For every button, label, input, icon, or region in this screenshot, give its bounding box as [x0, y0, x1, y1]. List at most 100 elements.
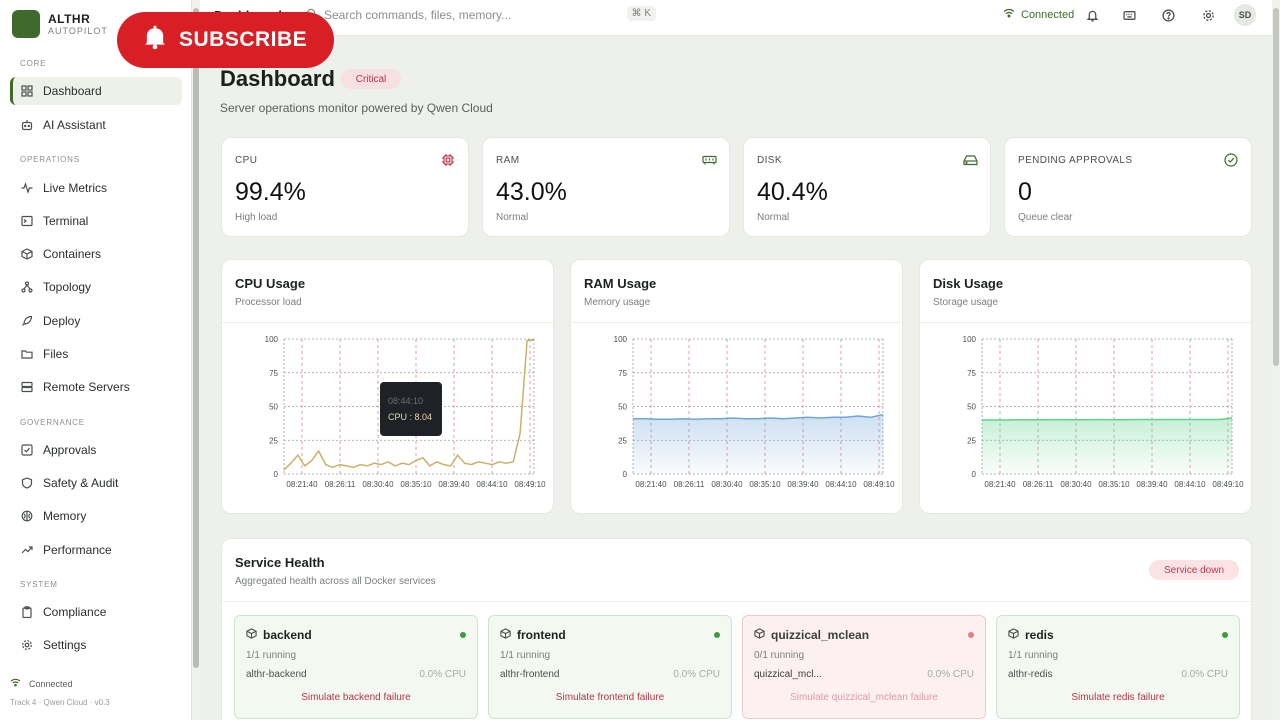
sidebar-item-dashboard[interactable]: Dashboard — [10, 77, 182, 105]
brand[interactable]: ALTHR AUTOPILOT — [12, 10, 108, 38]
simulate-failure-button[interactable]: Simulate backend failure — [301, 692, 411, 703]
bell-icon[interactable] — [1084, 7, 1100, 23]
connection-indicator: Connected — [1003, 8, 1074, 21]
settings-icon[interactable] — [1200, 7, 1216, 23]
main-scrollbar[interactable] — [1273, 8, 1279, 366]
terminal-icon — [20, 215, 33, 228]
clipboard-icon — [20, 606, 33, 619]
memory-icon — [701, 152, 717, 168]
sidebar-item-topology[interactable]: Topology — [10, 273, 182, 301]
service-cpu: 0.0% CPU — [927, 669, 974, 680]
service-name-row: frontend — [500, 628, 566, 642]
y-tick-label: 0 — [623, 470, 628, 479]
sidebar-item-label: Memory — [43, 509, 87, 523]
chart-subtitle: Memory usage — [584, 297, 651, 308]
service-card-backend[interactable]: backend 1/1 running althr-backend 0.0% C… — [234, 615, 478, 719]
sidebar-item-files[interactable]: Files — [10, 340, 182, 368]
sidebar-item-memory[interactable]: Memory — [10, 502, 182, 530]
x-tick-label: 08:35:10 — [1098, 480, 1130, 489]
sidebar-item-approvals[interactable]: Approvals — [10, 436, 182, 464]
cpu-icon — [440, 152, 456, 168]
connection-label: Connected — [1021, 8, 1075, 21]
sidebar-item-label: Approvals — [43, 443, 97, 457]
x-tick-label: 08:35:10 — [749, 480, 781, 489]
sidebar-item-ai-assistant[interactable]: AI Assistant — [10, 111, 182, 139]
section-subtitle: Aggregated health across all Docker serv… — [235, 576, 436, 587]
brain-icon — [20, 510, 33, 523]
search-input[interactable]: Search commands, files, memory... ⌘ K — [300, 3, 662, 27]
container-icon — [246, 628, 257, 642]
service-card-redis[interactable]: redis 1/1 running althr-redis 0.0% CPU S… — [996, 615, 1240, 719]
rocket-icon — [20, 315, 33, 328]
sidebar-item-safety-audit[interactable]: Safety & Audit — [10, 469, 182, 497]
stat-label: PENDING APPROVALS — [1018, 155, 1133, 166]
y-tick-label: 50 — [967, 403, 976, 412]
y-tick-label: 50 — [269, 403, 278, 412]
sidebar-item-settings[interactable]: Settings — [10, 631, 182, 659]
sidebar-item-containers[interactable]: Containers — [10, 240, 182, 268]
sidebar: ALTHR AUTOPILOT CORE Dashboard AI Assist… — [0, 0, 192, 720]
stat-note: Normal — [496, 212, 529, 223]
sidebar-item-deploy[interactable]: Deploy — [10, 307, 182, 335]
check-circle-icon — [1223, 152, 1239, 168]
stat-card-cpu[interactable]: CPU 99.4% High load — [221, 137, 469, 237]
ram-usage-chart[interactable]: 0 25 50 75 100 08:21:40 08:26:11 08:30:40 08:35:… — [571, 323, 904, 513]
sidebar-item-terminal[interactable]: Terminal — [10, 207, 182, 235]
avatar[interactable]: SD — [1234, 4, 1256, 26]
keyboard-icon[interactable] — [1121, 7, 1137, 23]
sidebar-item-compliance[interactable]: Compliance — [10, 598, 182, 626]
wifi-icon — [1003, 8, 1015, 21]
service-name-row: redis — [1008, 628, 1054, 642]
cpu-usage-chart[interactable]: 0 25 50 75 100 08:21:40 08:26:11 08:30:40 08:35:… — [222, 323, 555, 513]
simulate-failure-button[interactable]: Simulate redis failure — [1071, 692, 1165, 703]
subscribe-button[interactable]: SUBSCRIBE — [117, 12, 334, 68]
x-tick-label: 08:26:11 — [674, 480, 705, 489]
x-tick-label: 08:44:10 — [476, 480, 508, 489]
x-tick-label: 08:44:10 — [825, 480, 857, 489]
series-area — [633, 414, 883, 474]
service-card-quizzical-mclean[interactable]: quizzical_mclean 0/1 running quizzical_m… — [742, 615, 986, 719]
stat-note: High load — [235, 212, 278, 223]
stat-card-ram[interactable]: RAM 43.0% Normal — [482, 137, 730, 237]
nav-group-core: CORE — [20, 59, 47, 68]
stat-label: DISK — [757, 155, 782, 166]
stat-card-disk[interactable]: DISK 40.4% Normal — [743, 137, 991, 237]
status-dot — [460, 632, 466, 638]
nav-group-system: SYSTEM — [20, 580, 58, 589]
simulate-failure-button[interactable]: Simulate frontend failure — [555, 692, 665, 703]
divider — [571, 322, 902, 323]
brand-name: ALTHR — [48, 12, 91, 26]
sidebar-item-label: AI Assistant — [43, 118, 106, 132]
service-running: 1/1 running — [1008, 650, 1059, 661]
sidebar-item-label: Containers — [43, 247, 102, 261]
disk-usage-chart[interactable]: 0 25 50 75 100 08:21:40 08:26:11 08:30:40 08:35:… — [920, 323, 1253, 513]
sidebar-item-live-metrics[interactable]: Live Metrics — [10, 174, 182, 202]
help-icon[interactable] — [1160, 7, 1176, 23]
sidebar-item-remote-servers[interactable]: Remote Servers — [10, 373, 182, 401]
x-tick-label: 08:30:40 — [362, 480, 394, 489]
sidebar-item-label: Terminal — [43, 214, 89, 228]
divider — [920, 322, 1251, 323]
chart-subtitle: Storage usage — [933, 297, 999, 308]
sidebar-item-label: Deploy — [43, 314, 81, 328]
brand-subtitle: AUTOPILOT — [48, 26, 108, 36]
service-card-frontend[interactable]: frontend 1/1 running althr-frontend 0.0%… — [488, 615, 732, 719]
sidebar-scrollbar[interactable] — [193, 8, 199, 668]
subscribe-label: SUBSCRIBE — [179, 28, 308, 51]
container-icon — [1008, 628, 1019, 642]
stat-value: 0 — [1018, 178, 1032, 206]
y-tick-label: 100 — [265, 335, 279, 344]
simulate-failure-button[interactable]: Simulate quizzical_mclean failure — [790, 692, 938, 703]
status-dot — [714, 632, 720, 638]
service-cpu: 0.0% CPU — [419, 669, 466, 680]
chart-card-ram: RAM Usage Memory usage 0 25 50 75 100 08:21:4… — [570, 259, 903, 514]
container-name: althr-redis — [1008, 669, 1053, 680]
series-line — [633, 413, 884, 421]
y-tick-label: 75 — [967, 369, 976, 378]
stat-card-pending-approvals[interactable]: PENDING APPROVALS 0 Queue clear — [1004, 137, 1252, 237]
x-tick-label: 08:30:40 — [711, 480, 743, 489]
divider — [222, 322, 553, 323]
y-tick-label: 0 — [274, 470, 279, 479]
stat-note: Normal — [757, 212, 790, 223]
sidebar-item-performance[interactable]: Performance — [10, 536, 182, 564]
